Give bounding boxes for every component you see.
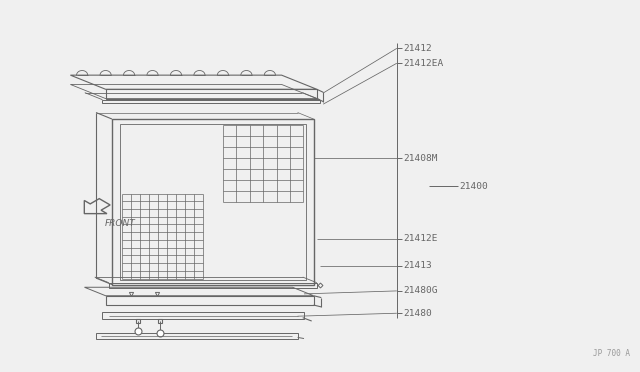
Text: 21412: 21412 <box>403 44 432 53</box>
Text: 21413: 21413 <box>403 262 432 270</box>
Text: 21480G: 21480G <box>403 286 438 295</box>
Text: FRONT: FRONT <box>105 219 136 228</box>
Text: 21480: 21480 <box>403 309 432 318</box>
Text: 21412E: 21412E <box>403 234 438 243</box>
Text: 21412EA: 21412EA <box>403 59 444 68</box>
Text: 21400: 21400 <box>459 182 488 190</box>
Text: JP 700 A: JP 700 A <box>593 349 630 358</box>
Text: 21408M: 21408M <box>403 154 438 163</box>
